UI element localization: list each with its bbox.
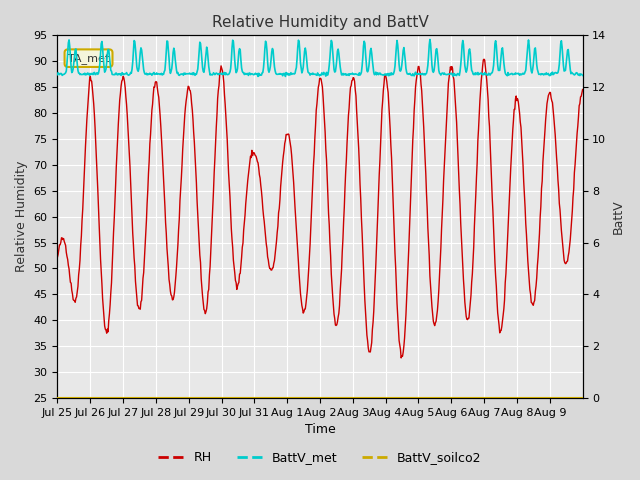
Text: TA_met: TA_met [68,53,109,64]
Y-axis label: Relative Humidity: Relative Humidity [15,161,28,272]
Legend: RH, BattV_met, BattV_soilco2: RH, BattV_met, BattV_soilco2 [154,446,486,469]
X-axis label: Time: Time [305,423,335,436]
Title: Relative Humidity and BattV: Relative Humidity and BattV [212,15,428,30]
Y-axis label: BattV: BattV [612,199,625,234]
